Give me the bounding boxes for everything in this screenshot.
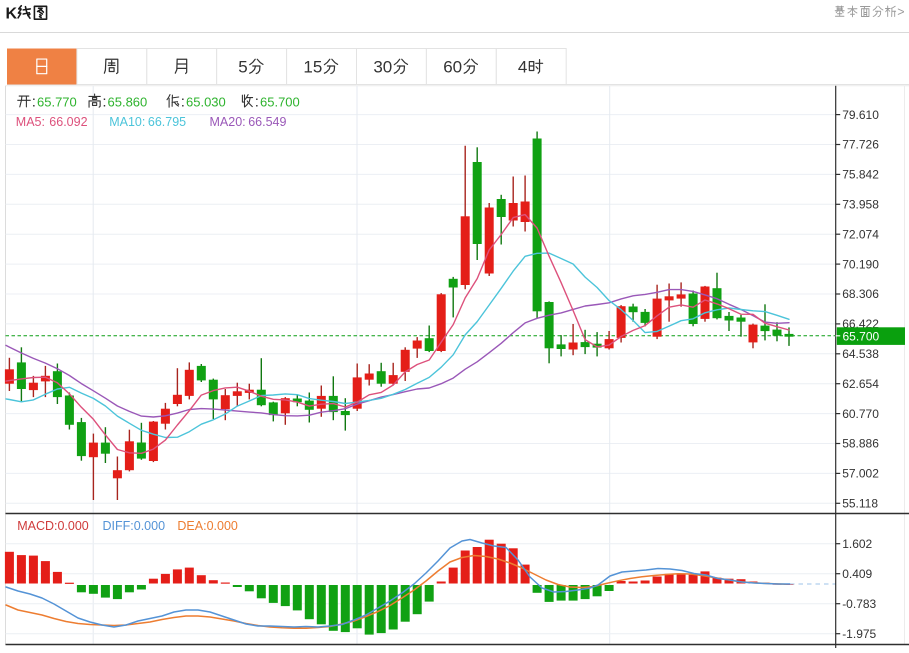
svg-text:0.409: 0.409: [842, 567, 872, 581]
svg-text:DEA:0.000: DEA:0.000: [177, 519, 238, 533]
svg-text:79.610: 79.610: [842, 108, 879, 122]
svg-text:-0.783: -0.783: [842, 597, 876, 611]
svg-text:15: 15: [303, 58, 322, 77]
svg-text:66.549: 66.549: [248, 115, 286, 129]
svg-text:60: 60: [443, 58, 462, 77]
svg-text::: :: [32, 93, 36, 110]
svg-text:65.700: 65.700: [260, 94, 300, 109]
svg-text:30: 30: [373, 58, 392, 77]
svg-text:5: 5: [238, 58, 247, 77]
svg-text:65.700: 65.700: [843, 329, 880, 343]
svg-text:MACD:0.000: MACD:0.000: [17, 519, 89, 533]
svg-text:DIFF:0.000: DIFF:0.000: [103, 519, 166, 533]
svg-text:68.306: 68.306: [842, 287, 879, 301]
svg-text:72.074: 72.074: [842, 227, 879, 241]
svg-text:-1.975: -1.975: [842, 627, 876, 641]
svg-text:75.842: 75.842: [842, 168, 879, 182]
svg-text:58.886: 58.886: [842, 437, 879, 451]
svg-text:MA5:: MA5:: [16, 115, 45, 129]
svg-text:64.538: 64.538: [842, 347, 879, 361]
svg-text:73.958: 73.958: [842, 198, 879, 212]
svg-text:65.770: 65.770: [37, 94, 77, 109]
svg-text:55.118: 55.118: [842, 497, 878, 511]
svg-text:65.030: 65.030: [186, 94, 226, 109]
svg-text:>: >: [897, 5, 904, 19]
svg-text:1.602: 1.602: [842, 537, 872, 551]
svg-text:57.002: 57.002: [842, 467, 879, 481]
svg-text:65.860: 65.860: [108, 94, 148, 109]
svg-text:77.726: 77.726: [842, 138, 879, 152]
svg-text:MA20:: MA20:: [210, 115, 246, 129]
svg-text::: :: [255, 93, 259, 110]
svg-text::: :: [181, 93, 185, 110]
svg-text:60.770: 60.770: [842, 407, 879, 421]
svg-text:K: K: [6, 6, 18, 23]
svg-text:66.092: 66.092: [49, 115, 87, 129]
svg-text:70.190: 70.190: [842, 257, 879, 271]
svg-text::: :: [102, 93, 106, 110]
svg-text:62.654: 62.654: [842, 377, 879, 391]
svg-text:MA10:: MA10:: [109, 115, 145, 129]
svg-text:66.795: 66.795: [148, 115, 186, 129]
svg-text:4: 4: [518, 58, 527, 77]
